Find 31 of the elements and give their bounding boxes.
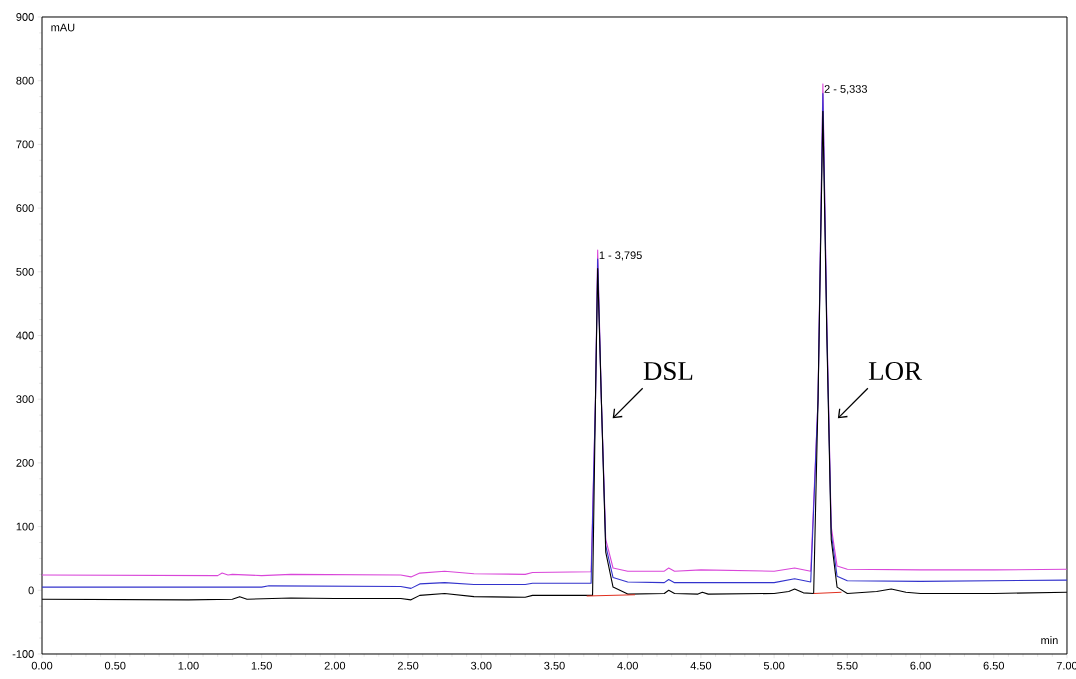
x-tick-label: 1.00 xyxy=(178,661,199,670)
x-tick-label: 5.50 xyxy=(837,661,858,670)
x-tick-label: 2.00 xyxy=(324,661,346,670)
x-tick-label: 5.00 xyxy=(763,661,785,670)
x-tick-label: 4.00 xyxy=(617,661,638,670)
x-tick-label: 6.00 xyxy=(910,661,931,670)
x-tick-label: 3.00 xyxy=(471,661,492,670)
annotation: 1 - 3,795 xyxy=(599,251,642,261)
y-tick-label: 100 xyxy=(16,522,34,531)
x-tick-label: 2.50 xyxy=(397,661,419,670)
y-tick-label: 800 xyxy=(16,76,34,85)
annotation: DSL xyxy=(643,361,693,381)
x-axis-title: min xyxy=(1041,636,1058,645)
x-tick-label: 4.50 xyxy=(690,661,712,670)
y-tick-label: 300 xyxy=(16,395,34,404)
x-tick-label: 0.50 xyxy=(104,661,126,670)
y-tick-label: 400 xyxy=(16,331,34,340)
x-tick-label: 1.50 xyxy=(251,661,272,670)
y-axis-title: mAU xyxy=(51,23,75,32)
annotation: LOR xyxy=(868,361,923,381)
x-tick-label: 6.50 xyxy=(983,661,1005,670)
x-tick-label: 0.00 xyxy=(31,661,53,670)
x-tick-label: 3.50 xyxy=(544,661,565,670)
annotation: 2 - 5,333 xyxy=(824,85,867,95)
y-tick-label: 0 xyxy=(28,586,34,595)
y-tick-label: 500 xyxy=(16,267,34,276)
y-tick-label: 600 xyxy=(16,204,34,212)
y-tick-label: 900 xyxy=(16,13,34,21)
y-tick-label: 200 xyxy=(16,459,34,467)
y-tick-label: 700 xyxy=(16,140,34,149)
y-tick-label: -100 xyxy=(12,650,34,658)
